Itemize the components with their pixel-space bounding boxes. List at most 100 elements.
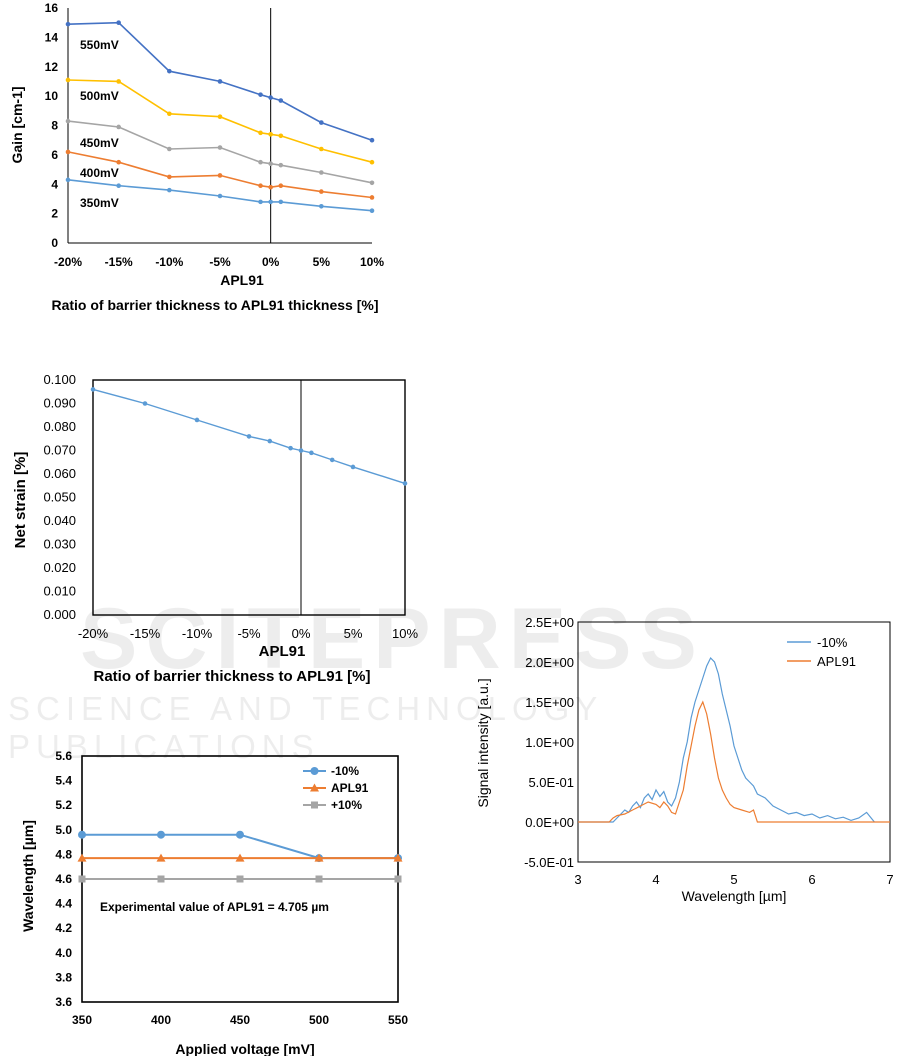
x-tick-label: 6 <box>808 872 815 887</box>
legend-label: APL91 <box>331 781 369 795</box>
x-tick-label: -20% <box>78 626 109 641</box>
y-tick-label: 0 <box>51 236 58 250</box>
legend-marker <box>310 767 319 775</box>
data-point <box>217 173 223 178</box>
watermark-sub: SCIENCE AND TECHNOLOGY PUBLICATIONS <box>8 690 603 765</box>
y-tick-label: 0.070 <box>43 443 76 458</box>
data-point <box>369 180 375 186</box>
x-axis-caption: Ratio of barrier thickness to APL91 [%] <box>93 668 370 685</box>
y-axis-label: Wavelength [µm] <box>20 820 36 932</box>
data-point <box>268 184 273 190</box>
data-point <box>402 481 408 486</box>
data-point <box>258 130 263 136</box>
legend-label: APL91 <box>817 654 856 669</box>
x-tick-label: -10% <box>182 626 213 641</box>
series-line <box>578 700 890 823</box>
legend-marker <box>310 783 319 792</box>
data-point <box>268 199 273 205</box>
annotation-experimental-value: Experimental value of APL91 = 4.705 µm <box>100 900 329 914</box>
x-tick-label: -10% <box>155 255 183 269</box>
data-point <box>65 177 71 183</box>
y-tick-label: 5.6 <box>55 749 72 763</box>
data-point <box>319 120 324 125</box>
data-point <box>309 450 314 456</box>
y-tick-label: 0.100 <box>43 372 76 387</box>
data-point <box>217 79 223 84</box>
y-tick-label: 0.020 <box>43 560 76 575</box>
data-point <box>278 98 284 103</box>
data-point <box>235 853 245 862</box>
x-axis-caption: Ratio of barrier thickness to APL91 thic… <box>51 297 378 313</box>
signal-spectrum-chart: -5.0E-01 0.0E+00 5.0E-01 1.0E+00 1.5E+00 2.0E… <box>475 615 894 904</box>
y-axis-label: Gain [cm-1] <box>9 86 25 163</box>
y-tick-label: -5.0E-01 <box>524 855 574 870</box>
y-tick-label: 4 <box>51 177 58 191</box>
data-point <box>369 159 375 165</box>
x-axis-label: APL91 <box>259 643 306 660</box>
data-point <box>217 193 223 199</box>
data-point <box>319 189 324 194</box>
data-point <box>319 170 324 175</box>
data-point <box>369 195 375 200</box>
data-point <box>142 401 148 406</box>
series-label: 550mV <box>80 38 119 52</box>
data-point <box>258 92 263 97</box>
data-point <box>167 146 172 152</box>
data-point <box>77 853 87 862</box>
data-point <box>65 149 71 155</box>
watermark-main: SCITEPRESS <box>80 591 705 687</box>
data-point <box>268 161 273 166</box>
y-tick-label: 8 <box>51 119 58 133</box>
y-tick-label: 0.030 <box>43 537 76 552</box>
legend-label: +10% <box>331 798 362 812</box>
x-tick-label: -15% <box>105 255 133 269</box>
data-point <box>369 208 375 213</box>
data-point <box>278 162 284 168</box>
y-tick-label: 1.0E+00 <box>525 735 574 750</box>
data-point <box>65 21 71 27</box>
y-tick-label: 10 <box>45 89 59 103</box>
y-tick-label: 4.6 <box>55 872 72 886</box>
data-point <box>194 417 200 423</box>
data-point <box>90 387 96 392</box>
y-tick-label: 1.5E+00 <box>525 695 574 710</box>
data-point <box>236 830 244 839</box>
data-point <box>268 132 273 137</box>
y-tick-label: 5.2 <box>55 798 72 812</box>
legend-label: -10% <box>331 764 359 778</box>
y-axis-label: Signal intensity [a.u.] <box>475 678 491 807</box>
x-tick-label: -5% <box>237 626 261 641</box>
y-axis-label: Net strain [%] <box>12 452 29 549</box>
y-tick-label: 4.4 <box>55 897 72 911</box>
data-point <box>267 438 273 444</box>
data-point <box>65 77 71 83</box>
x-tick-label: -20% <box>54 255 82 269</box>
data-point <box>116 159 121 165</box>
y-tick-label: 4.2 <box>55 921 72 935</box>
data-point <box>78 830 86 839</box>
series-line <box>578 656 875 823</box>
data-point <box>298 448 304 453</box>
series-label: 350mV <box>80 196 119 210</box>
x-tick-label: 4 <box>652 872 659 887</box>
x-tick-label: 7 <box>886 872 893 887</box>
legend-marker <box>311 801 318 809</box>
y-tick-label: 4.0 <box>55 946 72 960</box>
y-tick-label: 5.0E-01 <box>528 775 574 790</box>
series-label: 450mV <box>80 136 119 150</box>
data-point <box>156 853 166 862</box>
y-tick-label: 2.0E+00 <box>525 655 574 670</box>
data-point <box>217 145 223 150</box>
y-tick-label: 0.090 <box>43 396 76 411</box>
x-tick-label: 5 <box>730 872 737 887</box>
y-tick-label: 3.8 <box>55 970 72 984</box>
x-tick-label: 5% <box>313 255 331 269</box>
x-tick-label: 550 <box>388 1013 408 1027</box>
y-tick-label: 2.5E+00 <box>525 615 574 630</box>
y-tick-label: 12 <box>45 60 59 74</box>
net-strain-chart: 0.000 0.010 0.020 0.030 0.040 0.050 0.060 0.070… <box>12 372 418 685</box>
data-point <box>288 445 293 451</box>
x-tick-label: 0% <box>292 626 311 641</box>
data-point <box>278 183 284 189</box>
x-axis-label: Applied voltage [mV] <box>175 1041 314 1056</box>
